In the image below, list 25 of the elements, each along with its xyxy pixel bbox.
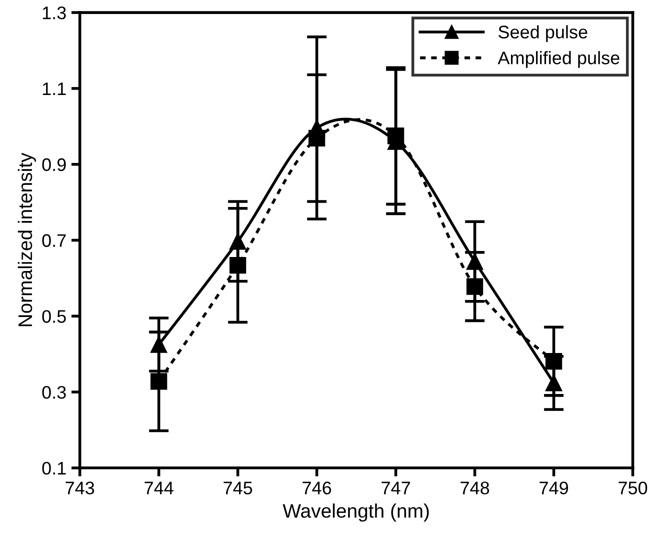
x-tick-label: 747 [382, 482, 410, 494]
y-tick-label: 1.3 [42, 6, 66, 20]
point [150, 373, 168, 390]
y-tick-label: 0.5 [42, 310, 66, 323]
y-axis-title: Normalized intensity [18, 152, 36, 326]
legend-label: Amplified pulse [498, 51, 620, 68]
x-tick-label: 745 [224, 482, 252, 494]
x-tick-label: 750 [618, 482, 648, 494]
point [387, 128, 404, 144]
x-tick-label: 743 [66, 482, 94, 494]
x-tick-label: 746 [302, 482, 332, 494]
x-axis-title: Wavelength (nm) [282, 504, 429, 522]
y-tick-label: 0.3 [42, 386, 66, 399]
point [545, 352, 562, 370]
y-tick-label: 0.7 [42, 234, 66, 247]
point [466, 278, 484, 295]
y-tick-label: 0.9 [42, 158, 66, 172]
y-tick-label: 0.1 [42, 462, 66, 475]
legend-label: Seed pulse [498, 25, 588, 42]
x-tick-label: 749 [540, 482, 568, 494]
y-tick-label: 1.1 [42, 82, 66, 95]
x-tick-label: 748 [460, 482, 490, 494]
point [229, 256, 246, 274]
x-tick-label: 744 [144, 482, 174, 494]
point [308, 130, 326, 146]
